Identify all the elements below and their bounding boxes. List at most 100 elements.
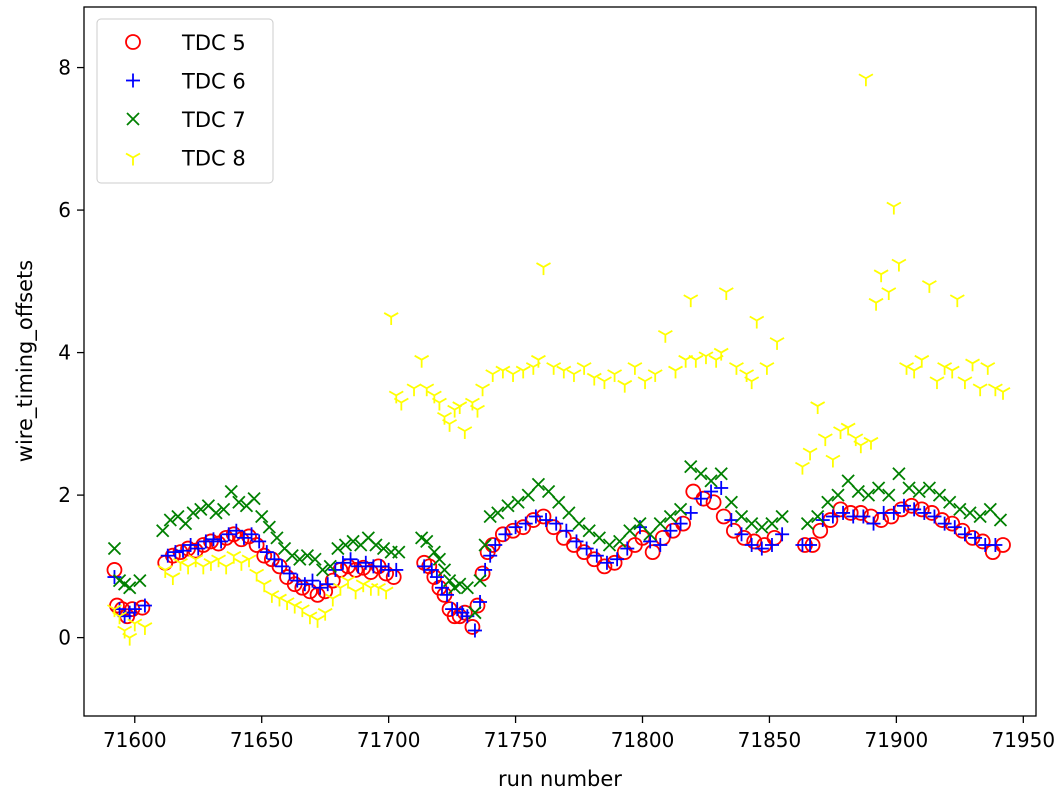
data-point xyxy=(275,559,290,574)
data-point xyxy=(297,577,312,592)
data-point xyxy=(137,622,153,635)
data-point xyxy=(863,436,879,450)
y-tick-label: 8 xyxy=(58,56,71,80)
data-point xyxy=(252,534,267,549)
data-point xyxy=(308,552,322,566)
data-point xyxy=(178,516,193,531)
legend-box xyxy=(96,18,274,184)
data-point xyxy=(592,531,606,545)
data-point xyxy=(157,565,173,578)
data-point xyxy=(637,376,653,390)
data-point xyxy=(579,541,594,556)
data-point xyxy=(917,505,932,520)
data-point xyxy=(896,498,911,513)
data-point xyxy=(127,618,143,632)
data-point xyxy=(491,506,505,520)
data-point xyxy=(734,527,749,542)
data-point xyxy=(582,524,596,538)
data-point xyxy=(505,369,521,382)
data-point xyxy=(434,580,449,595)
data-point xyxy=(259,545,274,560)
x-tick-label: 71800 xyxy=(611,728,675,752)
data-point xyxy=(973,509,987,524)
data-point xyxy=(531,477,546,492)
data-point xyxy=(728,362,744,375)
data-point xyxy=(137,598,152,613)
data-point xyxy=(943,495,957,509)
data-point xyxy=(683,505,698,520)
data-point xyxy=(206,532,221,547)
data-point xyxy=(653,537,668,552)
data-point xyxy=(107,570,122,585)
data-point xyxy=(188,554,204,568)
data-point xyxy=(759,362,775,375)
data-point xyxy=(442,419,458,432)
data-point xyxy=(794,461,810,475)
data-point xyxy=(840,422,856,436)
data-point xyxy=(968,530,983,545)
data-point xyxy=(374,559,389,574)
data-point xyxy=(559,523,574,538)
data-point xyxy=(647,369,663,382)
data-point xyxy=(474,565,491,582)
data-point xyxy=(539,513,554,528)
data-point xyxy=(211,554,226,568)
data-point xyxy=(873,269,889,283)
data-point xyxy=(833,426,848,439)
data-point xyxy=(633,516,647,531)
data-point xyxy=(417,559,432,574)
data-point xyxy=(912,484,926,499)
data-point xyxy=(957,376,973,390)
data-point xyxy=(221,527,236,542)
data-point xyxy=(921,280,937,293)
data-point xyxy=(233,558,249,571)
data-point xyxy=(369,538,383,552)
data-point xyxy=(902,481,916,495)
data-point xyxy=(156,524,170,538)
data-point xyxy=(393,397,409,411)
data-point xyxy=(886,505,901,520)
data-point xyxy=(511,495,525,509)
data-point xyxy=(983,502,997,516)
data-point xyxy=(683,294,699,308)
data-point xyxy=(427,545,441,559)
data-point xyxy=(346,534,360,549)
data-point xyxy=(586,372,602,386)
data-point xyxy=(937,516,952,531)
legend-marker xyxy=(125,152,141,166)
data-point xyxy=(478,538,492,552)
data-point xyxy=(858,73,874,87)
data-point xyxy=(836,505,851,520)
data-point xyxy=(754,541,769,556)
data-point xyxy=(871,481,886,495)
x-axis-label: run number xyxy=(498,767,622,791)
data-point xyxy=(475,383,491,397)
data-point xyxy=(262,520,276,534)
x-tick-label: 71850 xyxy=(738,728,802,752)
y-tick-label: 2 xyxy=(58,483,71,507)
data-point xyxy=(305,573,320,588)
data-point xyxy=(617,379,633,393)
plot-frame xyxy=(83,6,1037,717)
data-point xyxy=(432,552,447,566)
data-point xyxy=(856,509,871,524)
data-point xyxy=(775,509,789,524)
y-tick-label: 0 xyxy=(58,626,71,650)
data-point xyxy=(892,467,906,481)
data-point xyxy=(420,534,434,549)
data-point xyxy=(236,530,251,545)
data-point xyxy=(419,383,435,397)
data-point xyxy=(851,484,865,499)
data-point xyxy=(718,287,734,301)
data-point xyxy=(469,597,486,614)
data-point xyxy=(922,481,937,495)
data-point xyxy=(744,376,760,390)
data-point xyxy=(431,397,447,411)
y-axis-label: wire_timing_offsets xyxy=(13,260,38,462)
legend-marker xyxy=(126,112,140,126)
legend: TDC 5 TDC 6 TDC 7 TDC 8 xyxy=(96,18,274,184)
data-point xyxy=(473,573,487,588)
data-point xyxy=(953,502,967,516)
data-point xyxy=(241,554,257,568)
data-point xyxy=(657,329,673,343)
